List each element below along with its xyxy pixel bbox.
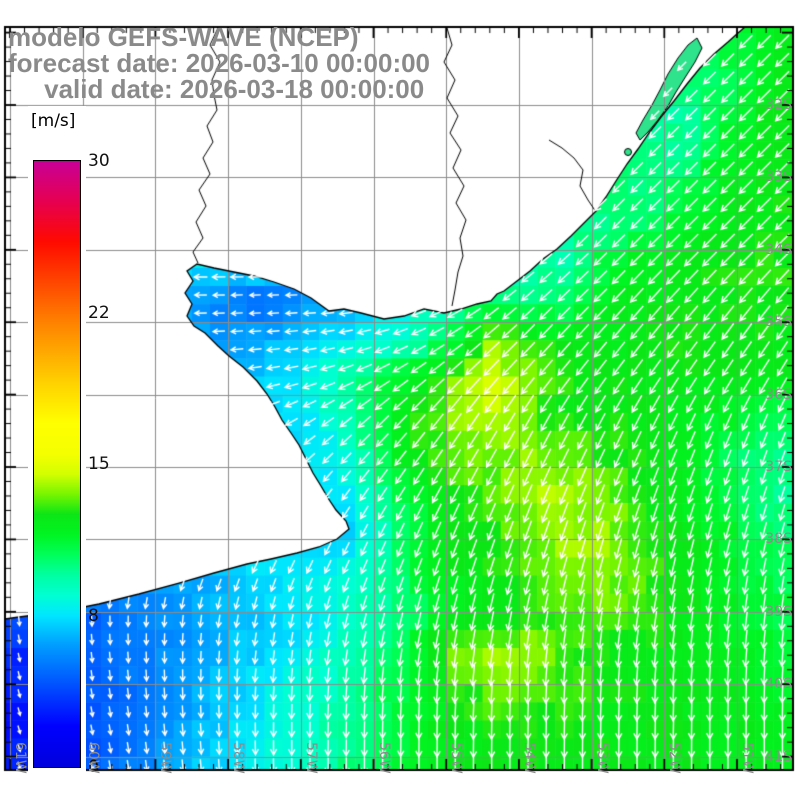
latitude-label: 39S xyxy=(765,603,792,620)
longitude-label: 60W xyxy=(84,742,101,774)
longitude-label: 56W xyxy=(375,742,392,774)
colorbar-tick-label: 0 xyxy=(88,757,99,777)
colorbar-tick-label: 30 xyxy=(88,151,110,171)
longitude-label: 52W xyxy=(666,742,683,774)
longitude-label: 51W xyxy=(739,742,755,774)
longitude-label: 59W xyxy=(157,742,174,774)
longitude-label: 53W xyxy=(593,742,610,774)
colorbar-unit-label: [m/s] xyxy=(31,111,76,131)
latitude-label: 41S xyxy=(765,748,792,765)
longitude-label: 58W xyxy=(230,742,247,774)
latitude-label: 38S xyxy=(765,531,792,548)
longitude-label: 55W xyxy=(448,742,465,774)
latitude-label: 36S xyxy=(765,386,792,403)
latitude-label: 33S xyxy=(765,169,792,186)
colorbar-gradient-bar xyxy=(33,160,81,768)
latitude-label: 32S xyxy=(765,97,792,113)
colorbar-tick-label: 8 xyxy=(88,605,99,626)
colorbar: [m/s] xyxy=(28,106,86,772)
colorbar-tick-label: 22 xyxy=(88,302,110,323)
longitude-label: 61W xyxy=(12,742,28,774)
latitude-label: 40S xyxy=(765,676,792,693)
longitude-label: 57W xyxy=(302,742,319,774)
longitude-label: 54W xyxy=(520,742,537,774)
colorbar-tick-label: 15 xyxy=(88,454,110,474)
latitude-label: 37S xyxy=(765,459,792,475)
latitude-label: 34S xyxy=(765,241,792,258)
latitude-label: 35S xyxy=(765,314,792,331)
